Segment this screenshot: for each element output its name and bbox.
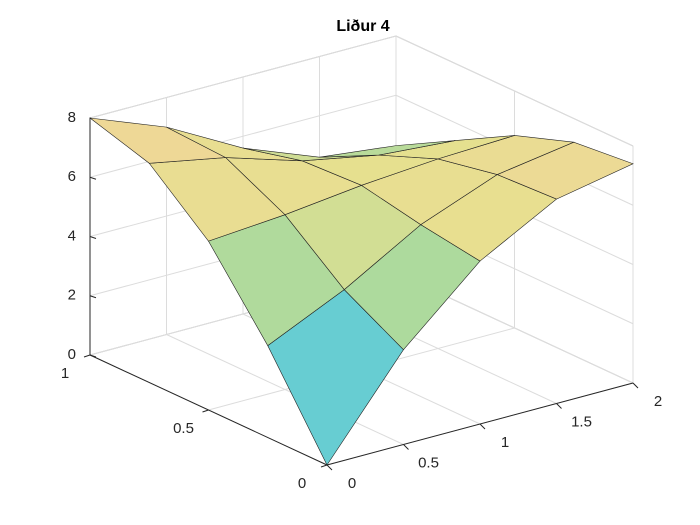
surface-cell	[319, 140, 456, 158]
z-tick	[89, 295, 97, 299]
x-tick-label: 2	[654, 393, 662, 410]
y-tick-label: 1	[61, 365, 69, 382]
z-tick-label: 8	[68, 109, 76, 126]
x-tick-label: 0	[348, 475, 356, 492]
z-tick-label: 6	[68, 168, 76, 185]
y-tick-label: 0.5	[173, 420, 194, 437]
y-tick	[83, 354, 91, 358]
x-tick	[403, 444, 409, 450]
x-tick	[632, 382, 639, 389]
z-tick	[89, 354, 97, 358]
x-tick-label: 1.5	[571, 413, 592, 430]
chart-title: Liður 4	[336, 18, 389, 35]
y-tick	[202, 409, 209, 413]
x-tick-label: 0.5	[418, 454, 439, 471]
x-tick	[479, 423, 486, 430]
y-tick-label: 0	[298, 475, 306, 492]
x-tick	[556, 403, 562, 409]
grid-line	[395, 35, 634, 147]
z-tick-label: 0	[68, 346, 76, 363]
x-tick	[326, 464, 333, 471]
y-tick	[320, 464, 328, 468]
x-tick-label: 1	[501, 434, 509, 451]
z-tick	[89, 176, 97, 180]
grid-line	[89, 94, 397, 178]
z-tick	[89, 236, 97, 239]
z-tick-label: 4	[68, 227, 76, 244]
grid-line	[89, 35, 397, 119]
z-tick-label: 2	[68, 287, 76, 304]
